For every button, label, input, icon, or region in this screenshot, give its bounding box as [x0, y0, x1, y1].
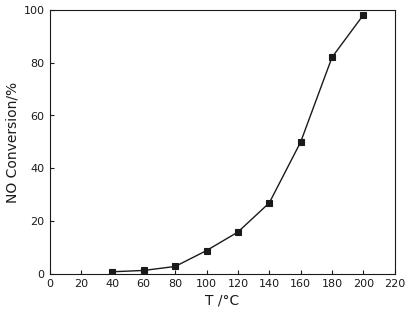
X-axis label: T /°C: T /°C	[205, 294, 239, 307]
Y-axis label: NO Conversion/%: NO Conversion/%	[6, 81, 20, 203]
